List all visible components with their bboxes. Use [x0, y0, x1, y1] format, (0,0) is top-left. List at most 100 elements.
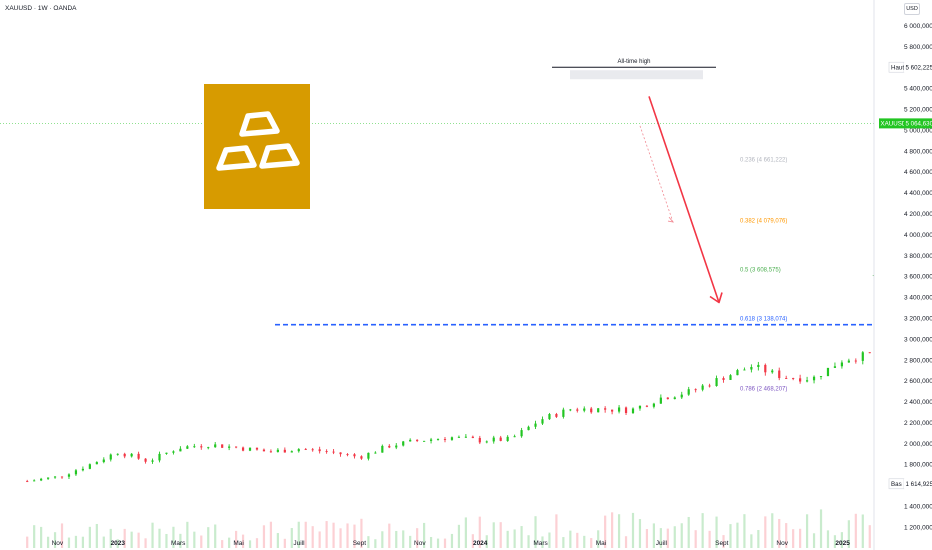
volume-bar	[123, 528, 126, 548]
candle-body	[40, 478, 43, 481]
y-tick-label: 1 400,000	[904, 504, 932, 511]
x-tick-label: Juill	[656, 540, 668, 547]
candle-body	[429, 439, 433, 441]
currency-button[interactable]: USD	[904, 3, 920, 15]
x-tick-label: 2024	[473, 540, 488, 547]
candle-body	[395, 445, 398, 448]
volume-bar	[499, 522, 502, 548]
volume-bar	[861, 514, 864, 548]
current-value: 5 064,630	[906, 121, 932, 128]
candle-body	[743, 369, 746, 371]
candle-body	[436, 439, 440, 440]
volume-bar	[53, 532, 57, 548]
candle-body	[750, 367, 753, 370]
volume-bar	[102, 536, 105, 548]
candle-body	[262, 449, 266, 452]
candle-body	[346, 454, 349, 456]
candle-body	[527, 426, 530, 431]
x-tick-label: Juill	[293, 540, 305, 547]
gold-bars-icon	[216, 111, 300, 171]
candle-body	[221, 444, 224, 448]
candle-body	[151, 460, 154, 462]
candle-body	[771, 370, 774, 373]
volume-bar	[597, 530, 600, 548]
fibonacci-layer: 0.236 (4 661,222) 0.382 (4 079,076) 0.5 (3…	[275, 158, 932, 396]
volume-bar	[137, 532, 140, 548]
y-tick-label: 4 600,000	[904, 169, 932, 176]
y-tick-label: 3 800,000	[904, 253, 932, 260]
volume-bar	[694, 530, 697, 548]
volume-bar	[234, 530, 238, 548]
candle-body	[374, 452, 377, 454]
volume-bar	[527, 535, 530, 548]
candle-body	[269, 451, 273, 453]
x-tick-label: 2025	[835, 540, 850, 547]
candle-body	[464, 436, 467, 438]
annotation-layer: All-time high	[0, 59, 874, 304]
y-tick-label: 5 000,000	[904, 127, 932, 134]
volume-bar	[645, 529, 649, 548]
candle-body	[785, 378, 788, 379]
volume-bar	[186, 521, 189, 548]
candle-body	[116, 453, 119, 455]
candle-body	[757, 364, 760, 368]
x-tick-label: Mai	[233, 540, 243, 547]
volume-bar	[492, 522, 495, 548]
candle-body	[381, 445, 384, 453]
candle-body	[130, 453, 133, 457]
candle-body	[576, 409, 579, 411]
volume-bar	[109, 528, 112, 548]
candle-body	[659, 397, 662, 404]
candle-body	[325, 451, 328, 453]
candle-body	[624, 407, 628, 414]
volume-bar	[60, 523, 64, 548]
candle-body	[255, 447, 259, 450]
volume-bar	[436, 538, 440, 548]
volume-bar	[764, 516, 767, 548]
candle-body	[597, 408, 600, 413]
volume-bar	[26, 536, 29, 548]
candle-body	[833, 366, 837, 368]
candle-body	[200, 446, 203, 448]
candle-body	[569, 409, 572, 411]
volume-bar	[778, 518, 781, 548]
volume-bar	[792, 529, 795, 548]
candle-body	[555, 414, 558, 417]
candle-body	[736, 370, 739, 376]
symbol-title[interactable]: XAUUSD · 1W · OANDA	[5, 5, 77, 12]
candle-body	[158, 453, 161, 461]
volume-bar	[604, 515, 607, 548]
volume-bar	[144, 538, 147, 548]
volume-bar	[799, 528, 802, 548]
volume-bar	[854, 513, 857, 548]
y-tick-label: 2 600,000	[904, 378, 932, 385]
volume-bar	[416, 528, 419, 548]
candle-body	[729, 375, 732, 380]
candle-body	[74, 470, 78, 475]
candle-body	[137, 453, 140, 459]
candle-body	[409, 439, 412, 442]
volume-bar	[673, 526, 676, 548]
volume-bar	[81, 536, 85, 548]
candle-body	[241, 447, 245, 451]
volume-bar	[116, 539, 119, 548]
projected-arrowhead	[667, 216, 674, 223]
candle-body	[701, 385, 704, 390]
y-tick-label: 4 000,000	[904, 232, 932, 239]
candle-body	[799, 378, 802, 382]
volume-bar	[193, 531, 196, 548]
candle-body	[26, 481, 29, 483]
x-tick-label: Mars	[533, 540, 548, 547]
candle-body	[604, 408, 607, 410]
y-tick-label: 2 400,000	[904, 399, 932, 406]
candle-body	[840, 362, 844, 367]
volume-bar	[409, 535, 412, 548]
x-tick-label: Sept	[353, 540, 367, 547]
candle-body	[283, 449, 286, 453]
candle-body	[297, 449, 300, 452]
candle-body	[715, 378, 718, 386]
volume-bar	[680, 523, 683, 548]
candle-body	[360, 456, 363, 459]
